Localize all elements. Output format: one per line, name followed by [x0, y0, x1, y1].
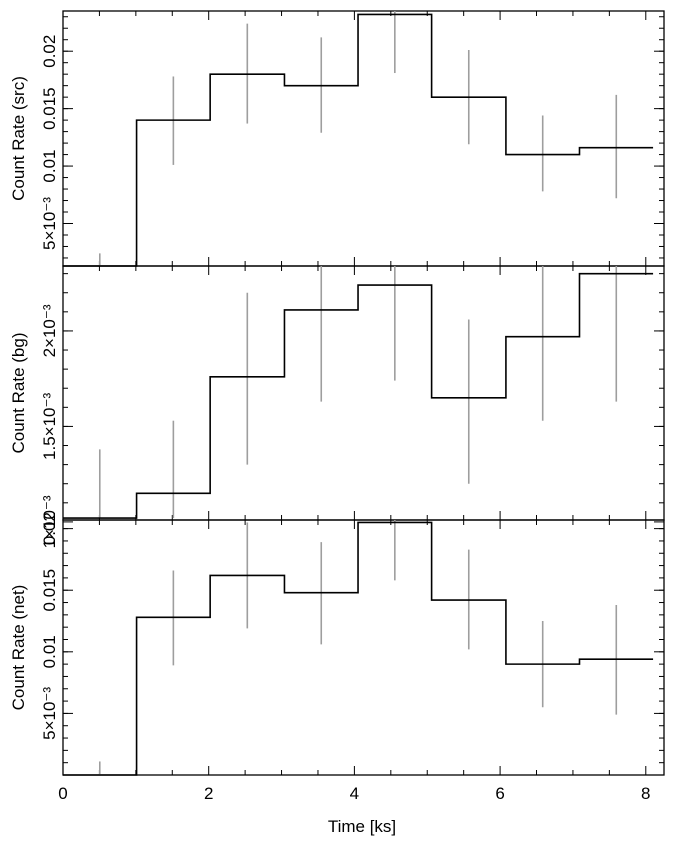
y-tick-label: 0.015	[40, 87, 59, 130]
y-tick-label: 1.5×10⁻³	[40, 393, 59, 460]
x-tick-label: 8	[641, 784, 650, 803]
y-axis-label: Count Rate (src)	[9, 76, 28, 201]
x-tick-label: 4	[350, 784, 359, 803]
y-tick-label: 2×10⁻³	[40, 304, 59, 357]
panel-net: 5×10⁻³ 0.01 0.015 0.02 Count Rate (net) 0 2 4 6 8	[9, 512, 665, 803]
panel-src: 5×10⁻³ 0.01 0.015 0.02 Count Rate (src)	[9, 10, 665, 267]
y-tick-label: 5×10⁻³	[40, 687, 59, 740]
histogram-step-line	[63, 13, 654, 267]
y-axis-label: Count Rate (bg)	[9, 333, 28, 454]
y-tick-label: 5×10⁻³	[40, 197, 59, 250]
histogram-step-line	[63, 521, 654, 776]
panel-bg: 1×10⁻³ 1.5×10⁻³ 2×10⁻³ Count Rate (bg)	[9, 265, 665, 548]
y-tick-label: 0.01	[40, 635, 59, 668]
panel-frame	[62, 265, 665, 521]
y-tick-label: 1×10⁻³	[40, 495, 59, 548]
histogram-step-line	[63, 272, 654, 519]
x-axis-label: Time [ks]	[328, 817, 396, 836]
y-axis-label: Count Rate (net)	[9, 585, 28, 711]
y-tick-label: 0.02	[40, 35, 59, 68]
panel-frame	[62, 10, 665, 267]
x-tick-label: 6	[495, 784, 504, 803]
x-tick-label: 0	[58, 784, 67, 803]
panels: 5×10⁻³ 0.01 0.015 0.02 Count Rate (src) 1×10⁻…	[9, 10, 665, 803]
y-tick-label: 0.01	[40, 150, 59, 183]
y-tick-label: 0.02	[40, 512, 59, 545]
y-tick-label: 0.015	[40, 569, 59, 612]
panel-frame	[62, 519, 665, 776]
x-tick-label: 2	[204, 784, 213, 803]
